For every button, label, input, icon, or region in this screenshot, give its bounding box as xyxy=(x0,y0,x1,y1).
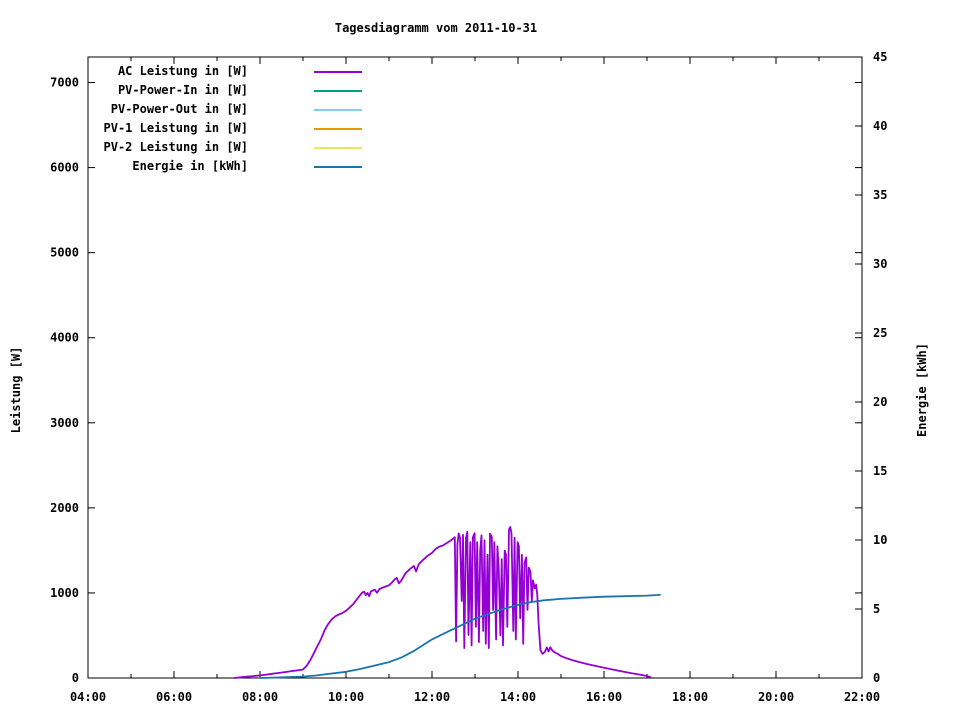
legend-line-swatch xyxy=(314,146,362,149)
y2-tick-label: 10 xyxy=(873,533,887,547)
x-tick-label: 10:00 xyxy=(328,690,364,704)
x-tick-label: 08:00 xyxy=(242,690,278,704)
legend-line-swatch xyxy=(314,89,362,92)
y-tick-label: 6000 xyxy=(50,161,79,175)
y2-axis-label: Energie [kWh] xyxy=(915,343,929,437)
y2-tick-label: 30 xyxy=(873,257,887,271)
x-tick-label: 04:00 xyxy=(70,690,106,704)
x-tick-label: 20:00 xyxy=(758,690,794,704)
x-tick-label: 22:00 xyxy=(844,690,880,704)
y-axis-label: Leistung [W] xyxy=(9,346,23,434)
y2-tick-label: 45 xyxy=(873,50,887,64)
legend-item-label: PV-Power-Out in [W] xyxy=(110,102,248,116)
x-tick-label: 14:00 xyxy=(500,690,536,704)
x-tick-label: 16:00 xyxy=(586,690,622,704)
y-tick-label: 5000 xyxy=(50,246,79,260)
x-tick-label: 18:00 xyxy=(672,690,708,704)
y-tick-label: 3000 xyxy=(50,416,79,430)
y2-tick-label: 35 xyxy=(873,188,887,202)
y2-tick-label: 25 xyxy=(873,326,887,340)
legend-item: PV-2 Leistung in [W] xyxy=(0,138,362,157)
y2-tick-label: 0 xyxy=(873,671,880,685)
legend-item-label: AC Leistung in [W] xyxy=(117,64,248,78)
legend-item: AC Leistung in [W] xyxy=(0,62,362,81)
series-line-0 xyxy=(233,526,652,679)
legend-item: Energie in [kWh] xyxy=(0,157,362,176)
y2-tick-label: 15 xyxy=(873,464,887,478)
y2-tick-label: 40 xyxy=(873,119,887,133)
legend-item: PV-Power-In in [W] xyxy=(0,81,362,100)
y-tick-label: 1000 xyxy=(50,586,79,600)
legend-item-label: PV-Power-In in [W] xyxy=(117,83,248,97)
legend-line-swatch xyxy=(314,165,362,168)
x-tick-label: 12:00 xyxy=(414,690,450,704)
y-tick-label: 2000 xyxy=(50,501,79,515)
legend-item: PV-Power-Out in [W] xyxy=(0,100,362,119)
legend: AC Leistung in [W] PV-Power-In in [W] PV… xyxy=(0,62,362,176)
series-line-5 xyxy=(259,594,661,679)
x-tick-label: 06:00 xyxy=(156,690,192,704)
legend-item-label: PV-1 Leistung in [W] xyxy=(103,121,249,135)
legend-line-swatch xyxy=(314,70,362,73)
y2-tick-label: 5 xyxy=(873,602,880,616)
y-tick-label: 4000 xyxy=(50,331,79,345)
legend-item-label: Energie in [kWh] xyxy=(132,159,248,173)
legend-item-label: PV-2 Leistung in [W] xyxy=(103,140,249,154)
legend-line-swatch xyxy=(314,108,362,111)
legend-item: PV-1 Leistung in [W] xyxy=(0,119,362,138)
legend-line-swatch xyxy=(314,127,362,130)
y2-tick-label: 20 xyxy=(873,395,887,409)
y-tick-label: 7000 xyxy=(50,76,79,90)
y-tick-label: 0 xyxy=(72,671,79,685)
chart-title: Tagesdiagramm vom 2011-10-31 xyxy=(334,21,538,35)
